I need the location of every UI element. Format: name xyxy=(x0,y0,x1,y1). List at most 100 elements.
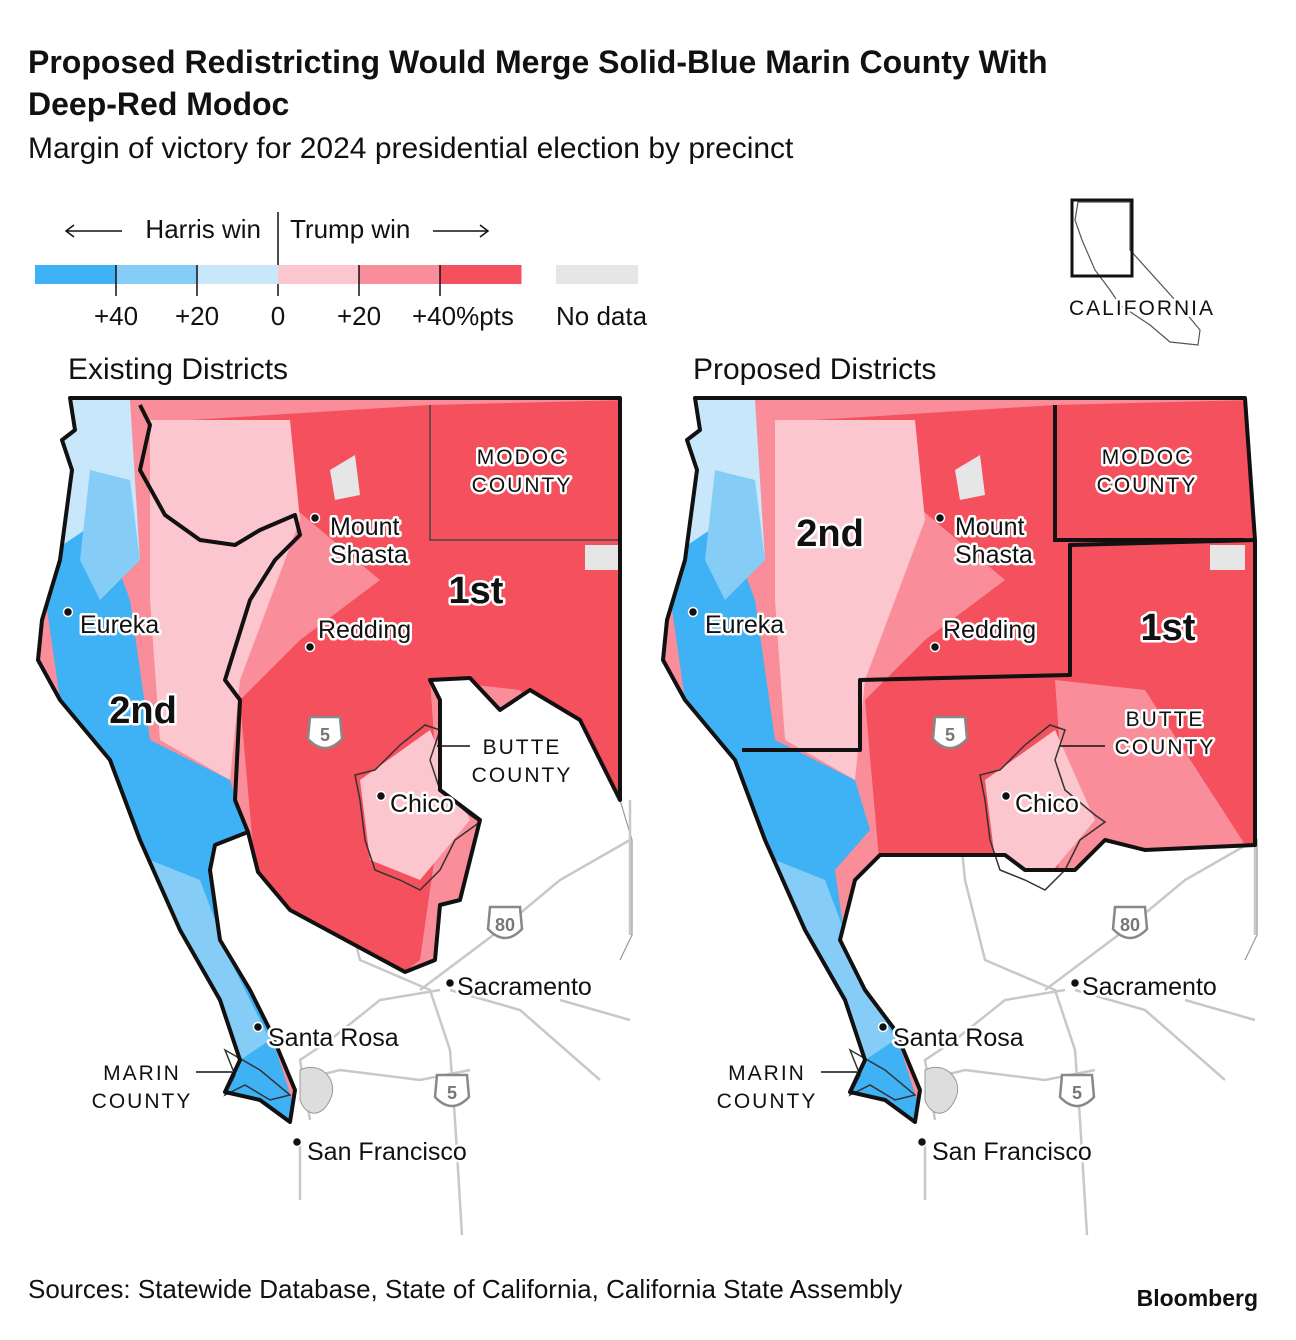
city-dot xyxy=(304,641,316,653)
city-dot xyxy=(934,512,946,524)
precinct-area xyxy=(775,420,925,780)
city-dot xyxy=(309,512,321,524)
highway-shield xyxy=(1111,905,1149,940)
highway-label: 5 xyxy=(447,1083,457,1103)
county-label: COUNTY xyxy=(472,474,573,497)
legend-tick-label: +20 xyxy=(175,301,219,331)
legend-swatch xyxy=(440,265,522,284)
legend-left-label: Harris win xyxy=(145,214,261,244)
legend-no-data-label: No data xyxy=(556,301,648,331)
county-label: MARIN xyxy=(728,1062,806,1085)
city-dot xyxy=(929,641,941,653)
city-label: Chico xyxy=(390,790,454,818)
legend-swatch xyxy=(359,265,441,284)
county-label: COUNTY xyxy=(92,1090,193,1113)
district-label: 2nd xyxy=(109,690,177,732)
county-label: COUNTY xyxy=(1097,474,1198,497)
city-dot xyxy=(444,977,456,989)
inset-box xyxy=(1070,198,1134,278)
map-title: Proposed Districts xyxy=(693,353,936,386)
precinct-area xyxy=(190,400,620,975)
city-label: Mount xyxy=(955,513,1025,541)
district-label: 2nd xyxy=(796,513,864,555)
city-label: Eureka xyxy=(705,611,784,639)
highway-shield xyxy=(486,905,524,940)
precinct-fill xyxy=(38,398,620,1122)
city-label: Sacramento xyxy=(457,973,592,1001)
county-label: MARIN xyxy=(103,1062,181,1085)
district-outline xyxy=(36,396,622,1124)
precinct-area xyxy=(150,860,270,1060)
district-border xyxy=(742,538,1256,752)
district-label: 1st xyxy=(1141,607,1196,649)
city-dot xyxy=(1000,790,1012,802)
city-label: San Francisco xyxy=(932,1138,1092,1166)
city-label: Eureka xyxy=(80,611,159,639)
modoc-border xyxy=(429,405,620,541)
county-label: COUNTY xyxy=(472,764,573,787)
precinct-area xyxy=(955,455,985,500)
precinct-area xyxy=(80,470,140,600)
city-label: Redding xyxy=(943,616,1036,644)
district-label: 1st xyxy=(449,570,504,612)
highway-shield xyxy=(1058,1073,1096,1108)
city-label: Santa Rosa xyxy=(268,1024,399,1052)
bay xyxy=(299,1066,334,1114)
highway-label: 5 xyxy=(1072,1083,1082,1103)
title-line: Deep-Red Modoc xyxy=(28,86,289,122)
brand: Bloomberg xyxy=(1137,1285,1258,1311)
county-label: BUTTE xyxy=(483,736,562,759)
inset-map: CALIFORNIA xyxy=(1066,198,1216,346)
precinct-area xyxy=(985,730,1095,880)
city-label: Sacramento xyxy=(1082,973,1217,1001)
highway-label: 80 xyxy=(1120,915,1140,935)
legend: Harris win Trump win +40 +20 0 +20 +40%pts No… xyxy=(35,212,648,331)
legend-tick-label: +40 xyxy=(94,301,138,331)
city-label: Shasta xyxy=(955,541,1033,569)
city-label: Chico xyxy=(1015,790,1079,818)
county-label: COUNTY xyxy=(1115,736,1216,759)
city-dot xyxy=(687,606,699,618)
legend-swatch xyxy=(35,265,117,284)
map: Existing Districts 5 80 5 MODOC COUNTY BUTTE CO… xyxy=(36,353,633,1236)
city-label: Santa Rosa xyxy=(893,1024,1024,1052)
highway-shield xyxy=(931,715,969,750)
legend-right-label: Trump win xyxy=(290,214,410,244)
inset-label: CALIFORNIA xyxy=(1069,297,1215,320)
district-outline xyxy=(661,396,1257,1124)
precinct-area xyxy=(330,455,360,500)
highway-shield xyxy=(306,715,344,750)
highway-label: 80 xyxy=(495,915,515,935)
arrow-head xyxy=(64,224,75,238)
city-dot xyxy=(877,1021,889,1033)
county-label: MODOC xyxy=(477,446,568,469)
legend-swatch xyxy=(197,265,279,284)
precinct-area xyxy=(585,545,620,570)
city-dot xyxy=(252,1021,264,1033)
highway-shield xyxy=(433,1073,471,1108)
precinct-area xyxy=(705,470,765,600)
city-label: Shasta xyxy=(330,541,408,569)
legend-tick-label: 0 xyxy=(271,301,285,331)
county-label: COUNTY xyxy=(717,1090,818,1113)
legend-swatch xyxy=(278,265,360,284)
city-dot xyxy=(62,606,74,618)
city-dot xyxy=(916,1136,928,1148)
county-label: MODOC xyxy=(1102,446,1193,469)
district-border xyxy=(138,404,302,833)
precinct-fill xyxy=(663,398,1255,1122)
city-label: Mount xyxy=(330,513,400,541)
city-dot xyxy=(1069,977,1081,989)
bay xyxy=(924,1066,959,1114)
butte-border xyxy=(979,724,1107,891)
map: Proposed Districts 5 80 5 MODOC COUNTY BUTTE CO… xyxy=(661,353,1258,1236)
city-label: Redding xyxy=(318,616,411,644)
legend-no-data-swatch xyxy=(556,265,638,284)
precinct-area xyxy=(1210,545,1245,570)
highway-label: 5 xyxy=(320,725,330,745)
source: Sources: Statewide Database, State of Ca… xyxy=(28,1274,902,1304)
arrow-head xyxy=(479,224,490,238)
title-line: Proposed Redistricting Would Merge Solid… xyxy=(28,44,1048,80)
city-label: San Francisco xyxy=(307,1138,467,1166)
